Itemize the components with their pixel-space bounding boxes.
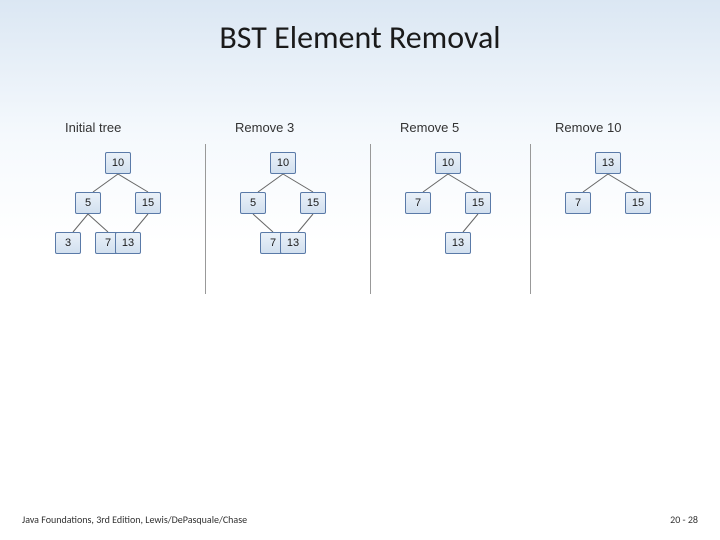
tree-node: 10 xyxy=(435,152,461,174)
tree-edge xyxy=(118,174,148,192)
tree-node: 13 xyxy=(280,232,306,254)
tree-node: 7 xyxy=(565,192,591,214)
footer-left: Java Foundations, 3rd Edition, Lewis/DeP… xyxy=(22,513,247,526)
tree-node: 10 xyxy=(105,152,131,174)
panel-divider xyxy=(370,144,371,294)
tree-node: 15 xyxy=(465,192,491,214)
tree-edges-svg xyxy=(45,120,675,310)
page-title: BST Element Removal xyxy=(0,0,720,57)
tree-edge xyxy=(608,174,638,192)
tree-edge xyxy=(298,214,313,232)
tree-edge xyxy=(253,214,273,232)
tree-edge xyxy=(93,174,118,192)
tree-edge xyxy=(133,214,148,232)
tree-node: 15 xyxy=(135,192,161,214)
tree-edge xyxy=(583,174,608,192)
panel-title: Initial tree xyxy=(65,120,121,135)
tree-edge xyxy=(73,214,88,232)
panel-divider xyxy=(530,144,531,294)
tree-node: 7 xyxy=(405,192,431,214)
tree-node: 15 xyxy=(300,192,326,214)
tree-edge xyxy=(258,174,283,192)
tree-edge xyxy=(423,174,448,192)
panel-divider xyxy=(205,144,206,294)
tree-edge xyxy=(283,174,313,192)
tree-node: 15 xyxy=(625,192,651,214)
bst-diagram: Initial tree105153713Remove 310515713Rem… xyxy=(45,120,675,310)
panel-title: Remove 3 xyxy=(235,120,294,135)
tree-node: 13 xyxy=(595,152,621,174)
tree-node: 5 xyxy=(240,192,266,214)
tree-node: 10 xyxy=(270,152,296,174)
footer-right: 20 - 28 xyxy=(670,513,698,526)
tree-edge xyxy=(448,174,478,192)
panel-title: Remove 10 xyxy=(555,120,621,135)
tree-node: 13 xyxy=(115,232,141,254)
panel-title: Remove 5 xyxy=(400,120,459,135)
tree-node: 13 xyxy=(445,232,471,254)
tree-node: 5 xyxy=(75,192,101,214)
tree-edge xyxy=(88,214,108,232)
tree-edge xyxy=(463,214,478,232)
tree-node: 3 xyxy=(55,232,81,254)
